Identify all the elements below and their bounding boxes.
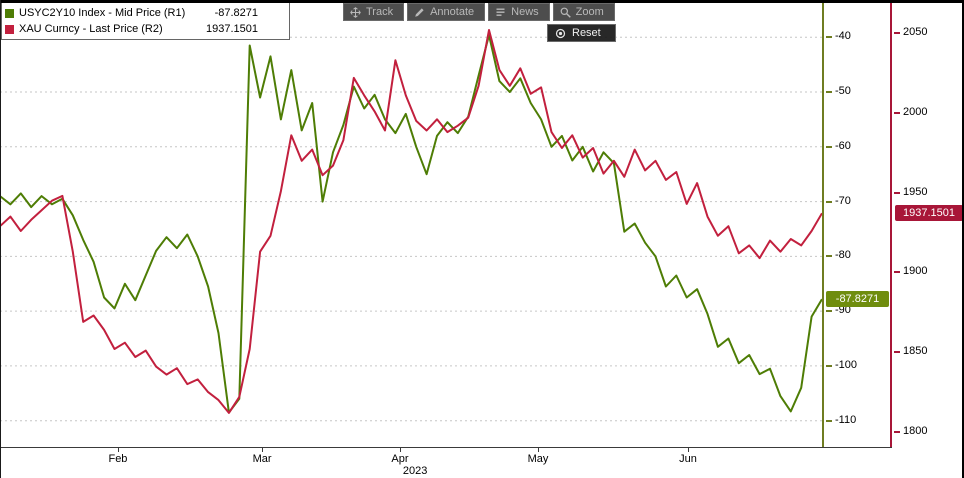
r1axis-tick: [826, 200, 832, 203]
r1axis-tick: [826, 310, 832, 313]
r1axis-tick: [826, 364, 832, 367]
r2-last-value-badge: 1937.1501: [895, 205, 963, 222]
zoom-button[interactable]: Zoom: [552, 3, 615, 21]
window-border-top: [0, 0, 964, 3]
legend-item-usyc2y10[interactable]: USYC2Y10 Index - Mid Price (R1) -87.8271: [5, 5, 284, 21]
r2axis-tick-label: 1800: [903, 425, 928, 437]
zoom-button-label: Zoom: [575, 6, 604, 18]
x-axis-month-label: Apr: [391, 453, 409, 465]
legend-swatch-usyc2y10: [5, 8, 14, 18]
legend-value-usyc2y10: -87.8271: [214, 7, 258, 19]
x-axis: 2023 Feb Mar Apr May Jun: [0, 447, 892, 478]
r1axis-tick-label: -90: [835, 304, 851, 317]
news-button[interactable]: News: [488, 3, 550, 21]
x-axis-month-tick: [399, 448, 401, 452]
r1axis-tick-label: -50: [835, 85, 851, 98]
r1-last-value-badge: -87.8271: [826, 291, 889, 308]
x-axis-month-label: May: [527, 453, 549, 465]
x-axis-month-tick: [688, 448, 689, 452]
r2axis-tick: [894, 111, 900, 114]
r1axis-tick: [826, 419, 832, 422]
r2axis-tick: [894, 351, 900, 354]
r1axis-tick: [826, 91, 832, 94]
reset-button[interactable]: Reset: [547, 24, 616, 42]
x-axis-year-label: 2023: [402, 465, 428, 477]
series-line-r2: [0, 29, 822, 414]
r1axis-tick-label: -60: [835, 139, 851, 152]
y-axis-r2-gold: 1937.1501 2050 2000 1950 1900 1850 1800: [890, 0, 964, 447]
track-button[interactable]: Track: [343, 3, 405, 21]
r1axis-tick: [826, 145, 832, 148]
r1axis-tick-label: -70: [835, 194, 851, 207]
legend-swatch-xau: [5, 24, 14, 34]
r2axis-tick-label: 1850: [903, 345, 928, 358]
r2axis-tick-label: 1900: [903, 265, 928, 278]
window-border-left: [0, 0, 1, 478]
legend-label-usyc2y10: USYC2Y10 Index - Mid Price (R1): [19, 7, 186, 19]
news-icon: [496, 8, 505, 16]
series-line-r1: [0, 34, 822, 414]
r2axis-tick-label: 2000: [903, 105, 928, 118]
r1axis-tick-label: -80: [835, 249, 851, 262]
x-axis-month-tick: [117, 448, 119, 452]
r1axis-tick-label: -40: [835, 30, 851, 43]
x-axis-month-tick: [537, 448, 539, 452]
annotate-button[interactable]: Annotate: [407, 3, 486, 21]
track-button-label: Track: [366, 6, 394, 18]
r2axis-tick: [894, 191, 900, 194]
r2axis-tick-label: 1950: [903, 185, 928, 198]
reset-icon: [555, 28, 566, 38]
track-icon: [350, 6, 361, 18]
window-border-right: [962, 0, 964, 478]
r1axis-tick-label: -110: [835, 413, 857, 426]
x-axis-month-label: Feb: [108, 453, 128, 465]
chart-legend[interactable]: USYC2Y10 Index - Mid Price (R1) -87.8271…: [1, 2, 290, 40]
r1axis-tick: [826, 255, 832, 258]
legend-label-xau: XAU Curncy - Last Price (R2): [19, 23, 163, 35]
x-axis-month-tick: [262, 448, 264, 452]
annotate-icon: [415, 7, 424, 17]
news-button-label: News: [511, 6, 539, 18]
legend-item-xau[interactable]: XAU Curncy - Last Price (R2) 1937.1501: [5, 21, 284, 37]
r2axis-tick: [894, 32, 900, 35]
r2axis-tick-label: 2050: [903, 26, 928, 39]
chart-toolbar: Track Annotate News Zoom: [343, 3, 615, 21]
x-axis-month-label: Mar: [252, 453, 272, 465]
chart-plot-area[interactable]: [0, 0, 822, 447]
legend-value-xau: 1937.1501: [206, 23, 258, 35]
r1axis-tick-label: -100: [835, 358, 858, 371]
r1axis-tick: [826, 36, 832, 39]
x-axis-month-label: Jun: [679, 453, 697, 465]
annotate-button-label: Annotate: [430, 6, 475, 18]
zoom-icon: [560, 7, 571, 18]
r2axis-tick: [894, 431, 900, 433]
reset-button-label: Reset: [572, 27, 601, 39]
y-axis-r1-spread: -87.8271 -40 -50 -60 -70 -80 -90 -100 -110: [822, 0, 890, 447]
r2axis-tick: [894, 271, 900, 274]
